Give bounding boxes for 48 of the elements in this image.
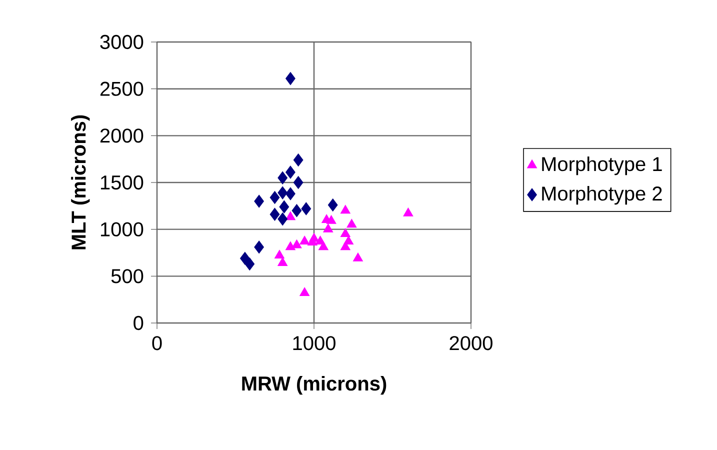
x-tick-label: 1000 <box>293 336 336 350</box>
x-tick-label: 2000 <box>450 336 492 350</box>
point <box>286 166 296 179</box>
point <box>353 252 363 262</box>
point <box>292 240 302 248</box>
point <box>328 198 338 212</box>
point <box>278 257 288 266</box>
point <box>270 191 280 204</box>
point <box>346 219 357 228</box>
y-tick-label: 1000 <box>100 222 144 236</box>
point <box>293 154 304 166</box>
y-tick-label: 2500 <box>100 82 144 96</box>
point <box>293 176 304 189</box>
point <box>340 228 350 238</box>
x-tick-label: 0 <box>152 336 162 350</box>
y-axis-title: MLT (microns) <box>71 115 90 250</box>
point <box>278 186 288 200</box>
point <box>286 187 296 200</box>
x-axis-title: MRW (microns) <box>242 376 386 395</box>
point <box>326 215 336 224</box>
point <box>278 212 288 226</box>
point <box>300 287 310 296</box>
point <box>254 194 264 208</box>
point <box>274 250 284 259</box>
legend-label: Morphotype 2 <box>542 186 662 205</box>
point <box>286 72 296 85</box>
point <box>240 252 250 265</box>
point <box>340 205 350 214</box>
point <box>403 208 414 216</box>
point <box>340 242 350 250</box>
y-tick-label: 0 <box>134 316 144 330</box>
point <box>286 212 296 220</box>
point <box>318 242 328 250</box>
point <box>323 224 334 232</box>
point <box>292 204 302 217</box>
point <box>270 208 280 221</box>
point <box>301 202 312 216</box>
y-tick-label: 500 <box>111 269 144 284</box>
y-tick-label: 1500 <box>100 175 144 190</box>
point <box>254 240 264 254</box>
point <box>244 258 255 270</box>
y-tick-label: 3000 <box>100 34 144 50</box>
y-tick-label: 2000 <box>100 128 144 143</box>
point <box>300 236 310 245</box>
legend-label: Morphotype 1 <box>542 156 662 176</box>
point <box>278 171 288 184</box>
point <box>286 242 296 250</box>
point <box>279 200 290 214</box>
